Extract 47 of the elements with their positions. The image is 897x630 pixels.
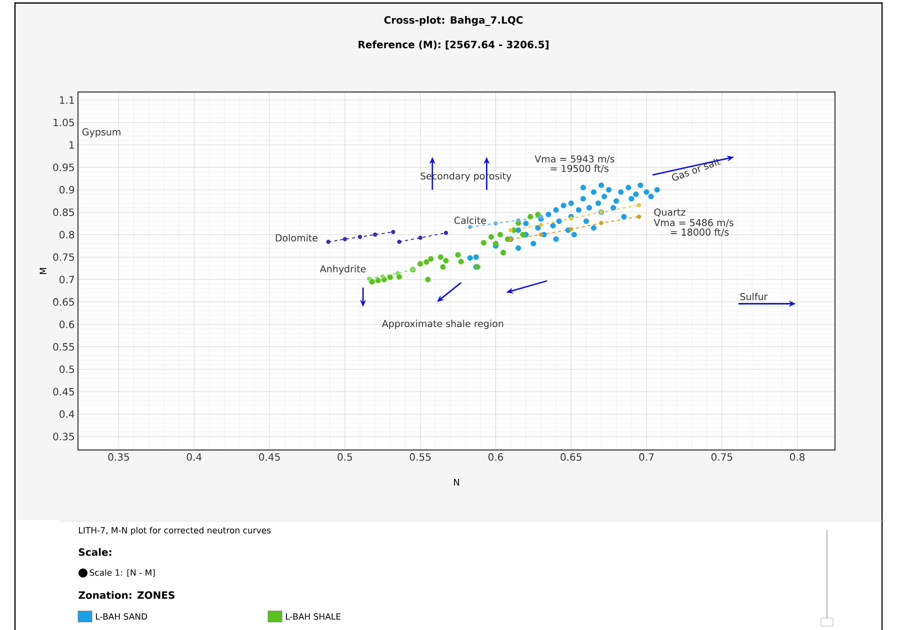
annotation: Approximate shale region bbox=[382, 320, 504, 329]
annotation: Anhydrite bbox=[320, 265, 366, 274]
chart-subtitle: Reference (M): [2567.64 - 3206.5] bbox=[358, 40, 548, 50]
chart-title: Cross-plot: Bahga_7.LQC bbox=[384, 16, 523, 26]
y-tick-label: 0.55 bbox=[53, 343, 74, 351]
y-tick-label: 0.7 bbox=[60, 276, 74, 284]
annotation: Sulfur bbox=[740, 292, 768, 300]
y-tick-label: 1.05 bbox=[54, 118, 74, 126]
annotation: Vma = 5486 m/s bbox=[654, 219, 734, 227]
y-tick-label: 0.35 bbox=[53, 432, 74, 440]
text: Scale: bbox=[78, 548, 112, 556]
y-tick-label: 0.9 bbox=[60, 186, 74, 194]
y-tick-label: 0.45 bbox=[53, 388, 74, 396]
annotation: Quartz bbox=[654, 208, 686, 217]
x-tick-label: 0.8 bbox=[790, 453, 805, 461]
legend-label: L-BAH SAND bbox=[96, 613, 148, 620]
x-tick-label: 0.6 bbox=[488, 453, 504, 461]
x-tick-label: 0.55 bbox=[410, 453, 431, 461]
annotation: = 19500 ft/s bbox=[550, 164, 608, 173]
annotation: Dolomite bbox=[276, 234, 318, 242]
y-tick-label: 0.75 bbox=[53, 253, 74, 261]
text: LITH-7, M-N plot for corrected neutron curves bbox=[79, 526, 271, 536]
y-tick-label: 0.8 bbox=[60, 230, 74, 238]
y-axis-title: M bbox=[40, 268, 46, 274]
x-axis-title: N bbox=[454, 478, 459, 486]
legend-label: L-BAH SHALE bbox=[286, 613, 340, 620]
y-tick-label: 0.4 bbox=[60, 410, 74, 418]
x-tick-label: 0.45 bbox=[259, 453, 280, 461]
x-tick-label: 0.7 bbox=[639, 453, 654, 461]
annotation: = 18000 ft/s bbox=[670, 228, 729, 236]
x-tick-label: 0.75 bbox=[711, 453, 732, 461]
y-tick-label: 1 bbox=[70, 141, 74, 149]
annotation: Vma = 5943 m/s bbox=[534, 155, 614, 164]
annotation: Calcite bbox=[454, 216, 486, 224]
y-tick-label: 0.65 bbox=[53, 298, 74, 306]
y-tick-label: 0.6 bbox=[60, 320, 74, 328]
y-tick-label: 0.5 bbox=[60, 365, 74, 374]
x-tick-label: 0.4 bbox=[186, 453, 202, 461]
x-tick-label: 0.65 bbox=[560, 453, 582, 461]
text: Scale 1: [N - M] bbox=[90, 569, 155, 577]
y-tick-label: 1.1 bbox=[60, 96, 74, 104]
x-tick-label: 0.35 bbox=[108, 453, 129, 461]
x-tick-label: 0.5 bbox=[338, 453, 352, 461]
annotation: Gypsum bbox=[82, 128, 120, 138]
legend-title: Zonation: ZONES bbox=[78, 591, 174, 599]
y-tick-label: 0.95 bbox=[53, 164, 74, 172]
y-tick-label: 0.85 bbox=[53, 208, 74, 216]
